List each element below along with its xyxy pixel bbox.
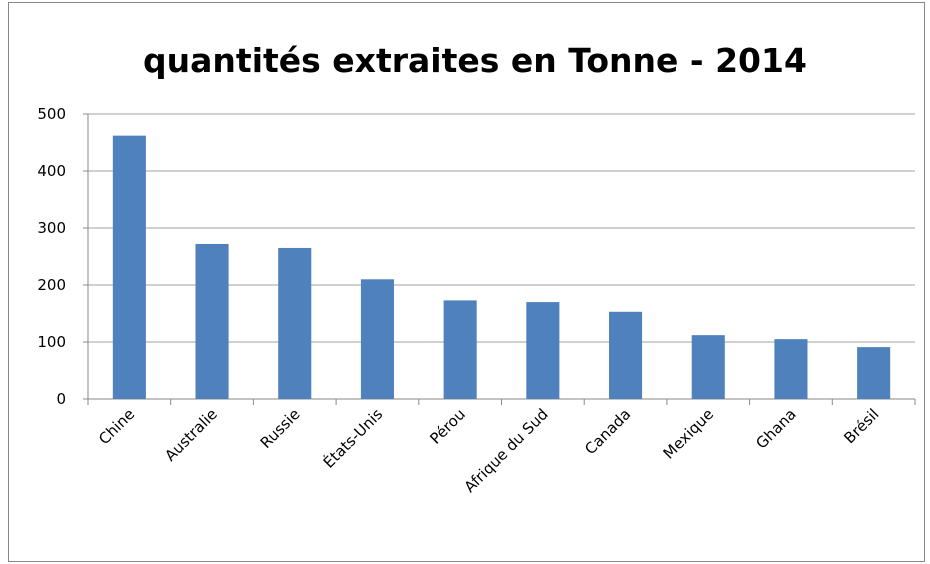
chart-title: quantités extraites en Tonne - 2014 [143, 41, 807, 80]
bar [443, 300, 477, 399]
bar [609, 311, 643, 399]
bar [691, 335, 725, 399]
y-tick-label: 100 [37, 333, 66, 351]
y-tick-label: 200 [37, 276, 66, 294]
y-tick-label: 400 [37, 162, 66, 180]
y-tick-label: 300 [37, 219, 66, 237]
bar [526, 302, 560, 399]
bar [857, 347, 891, 399]
bar [360, 279, 394, 399]
bar [278, 247, 312, 399]
chart-frame [8, 2, 925, 562]
bar [774, 339, 808, 399]
bar [195, 243, 229, 399]
bar [112, 135, 146, 399]
y-tick-label: 500 [37, 105, 66, 123]
y-tick-label: 0 [56, 390, 66, 408]
